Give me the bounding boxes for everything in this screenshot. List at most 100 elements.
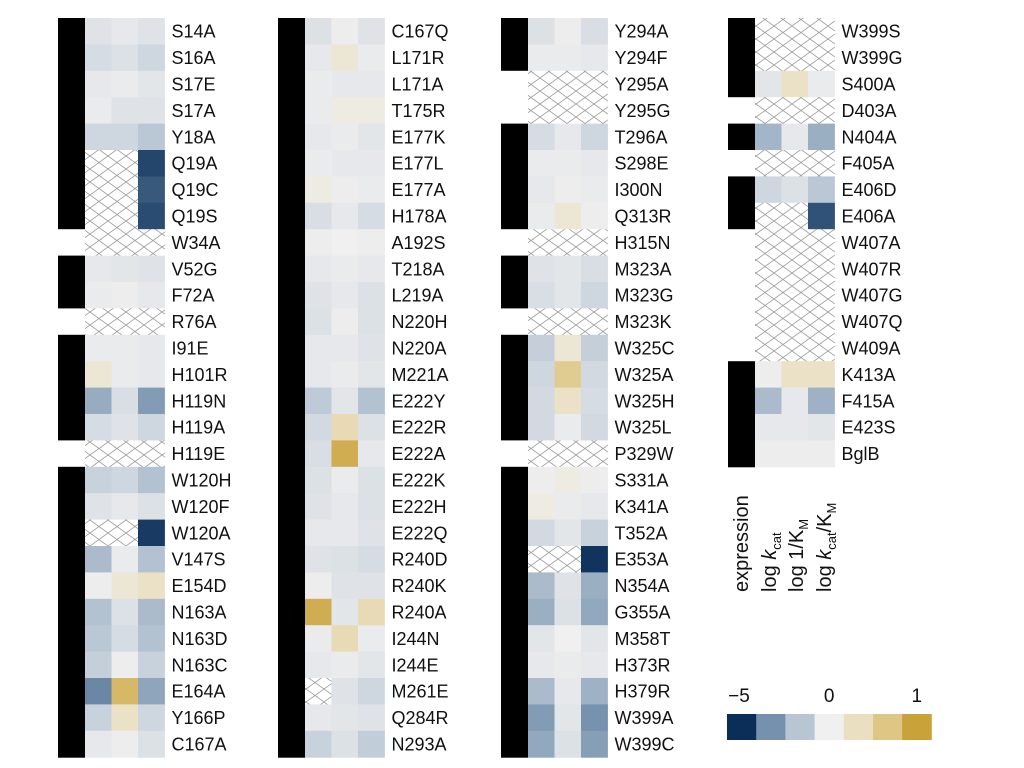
expression-cell-e164a xyxy=(58,678,85,705)
row-label-y18a: Y18A xyxy=(172,127,216,147)
row-label-w409a: W409A xyxy=(842,339,901,359)
heat-cell-v52g-0 xyxy=(85,255,112,283)
heat-cell-d403a-0 xyxy=(755,97,782,125)
expression-cell-n293a xyxy=(278,730,305,758)
heat-cell-w407g-1 xyxy=(781,282,809,309)
expression-cell-w399s xyxy=(728,18,755,45)
expression-cell-m221a xyxy=(278,361,305,389)
heat-cell-w407a-0 xyxy=(755,229,782,257)
heat-cell-e353a-0 xyxy=(528,546,555,573)
expression-cell-w120h xyxy=(58,466,85,494)
row-label-e222y: E222Y xyxy=(392,391,446,411)
row-label-e406a: E406A xyxy=(842,207,896,227)
expression-cell-y295g xyxy=(501,97,528,125)
expression-cell-e222r xyxy=(278,414,305,441)
heat-cell-w325a-0 xyxy=(528,361,555,389)
heat-cell-l219a-2 xyxy=(358,282,385,309)
heat-cell-e222r-2 xyxy=(358,414,385,441)
expression-cell-q19a xyxy=(58,150,85,177)
heat-cell-q19s-2 xyxy=(138,202,165,230)
expression-cell-m323k xyxy=(501,308,528,336)
heat-cell-e222k-0 xyxy=(305,466,332,494)
heat-cell-e222r-1 xyxy=(331,414,359,441)
row-label-r76a: R76A xyxy=(172,312,217,332)
heat-cell-v147s-0 xyxy=(85,546,112,573)
expression-cell-s14a xyxy=(58,18,85,45)
heat-cell-w325a-2 xyxy=(581,361,608,389)
heat-cell-e353a-2 xyxy=(581,546,608,573)
heat-cell-q19s-1 xyxy=(111,202,139,230)
row-label-n404a: N404A xyxy=(842,127,897,147)
heat-cell-e222q-2 xyxy=(358,519,385,547)
heat-cell-p329w-1 xyxy=(554,440,582,468)
heat-cell-t352a-0 xyxy=(528,519,555,547)
heat-cell-w407q-1 xyxy=(781,308,809,336)
row-label-i244n: I244N xyxy=(392,629,440,649)
row-label-y294f: Y294F xyxy=(615,48,668,68)
heat-cell-y294a-2 xyxy=(581,18,608,45)
heat-cell-y295a-0 xyxy=(528,70,555,98)
heat-cell-e177l-2 xyxy=(358,150,385,177)
expression-cell-s17e xyxy=(58,70,85,98)
heat-cell-l171a-0 xyxy=(305,70,332,98)
heat-cell-r240d-2 xyxy=(358,546,385,573)
expression-cell-v52g xyxy=(58,255,85,283)
heat-cell-n404a-1 xyxy=(781,123,809,151)
heat-cell-r240d-0 xyxy=(305,546,332,573)
heat-cell-q19c-0 xyxy=(85,176,112,204)
heat-cell-m323k-2 xyxy=(581,308,608,336)
row-label-q313r: Q313R xyxy=(615,207,672,227)
heat-cell-q19s-0 xyxy=(85,202,112,230)
heat-cell-r240a-1 xyxy=(331,598,359,626)
heat-cell-r240a-2 xyxy=(358,598,385,626)
heat-cell-n354a-0 xyxy=(528,572,555,600)
heat-cell-p329w-0 xyxy=(528,440,555,468)
heat-cell-t175r-1 xyxy=(331,97,359,125)
row-label-e222a: E222A xyxy=(392,444,446,464)
expression-cell-r240a xyxy=(278,598,305,626)
heat-cell-r240k-1 xyxy=(331,572,359,600)
heat-cell-m358t-1 xyxy=(554,625,582,653)
heat-cell-e406a-1 xyxy=(781,202,809,230)
heat-cell-v52g-1 xyxy=(111,255,139,283)
heat-cell-s400a-0 xyxy=(755,70,782,98)
row-label-w120f: W120F xyxy=(172,497,230,517)
heat-cell-i244n-0 xyxy=(305,625,332,653)
colorbar-swatch-1 xyxy=(756,714,786,740)
heat-cell-c167a-0 xyxy=(85,730,112,758)
heat-cell-w399g-2 xyxy=(808,44,835,72)
heat-cell-m358t-0 xyxy=(528,625,555,653)
heat-cell-t352a-1 xyxy=(554,519,582,547)
expression-cell-w325l xyxy=(501,414,528,441)
heat-cell-n220a-2 xyxy=(358,334,385,362)
heat-cell-e222y-2 xyxy=(358,387,385,415)
heat-cell-w399a-1 xyxy=(554,704,582,732)
row-label-c167a: C167A xyxy=(172,735,227,755)
expression-cell-y295a xyxy=(501,70,528,98)
expression-cell-e154d xyxy=(58,572,85,600)
expression-cell-q284r xyxy=(278,704,305,732)
heat-cell-c167q-1 xyxy=(331,18,359,45)
expression-cell-y294a xyxy=(501,18,528,45)
heat-cell-s17a-2 xyxy=(138,97,165,125)
expression-cell-i244e xyxy=(278,651,305,679)
heat-cell-w325c-2 xyxy=(581,334,608,362)
heat-cell-n293a-1 xyxy=(331,730,359,758)
row-label-s400a: S400A xyxy=(842,75,896,95)
row-label-w407a: W407A xyxy=(842,233,901,253)
heat-cell-bglb-1 xyxy=(781,440,809,468)
row-label-m323k: M323K xyxy=(615,312,672,332)
row-label-h379r: H379R xyxy=(615,682,671,702)
heat-cell-h178a-2 xyxy=(358,202,385,230)
expression-cell-w120a xyxy=(58,519,85,547)
expression-cell-s331a xyxy=(501,466,528,494)
heat-cell-h379r-2 xyxy=(581,678,608,705)
heat-cell-s331a-0 xyxy=(528,466,555,494)
row-label-w120h: W120H xyxy=(172,471,232,491)
heat-cell-y166p-1 xyxy=(111,704,139,732)
heat-cell-e177l-0 xyxy=(305,150,332,177)
heat-cell-s14a-1 xyxy=(111,18,139,45)
row-label-a192s: A192S xyxy=(392,233,446,253)
heat-cell-i244n-1 xyxy=(331,625,359,653)
heat-cell-q19c-2 xyxy=(138,176,165,204)
